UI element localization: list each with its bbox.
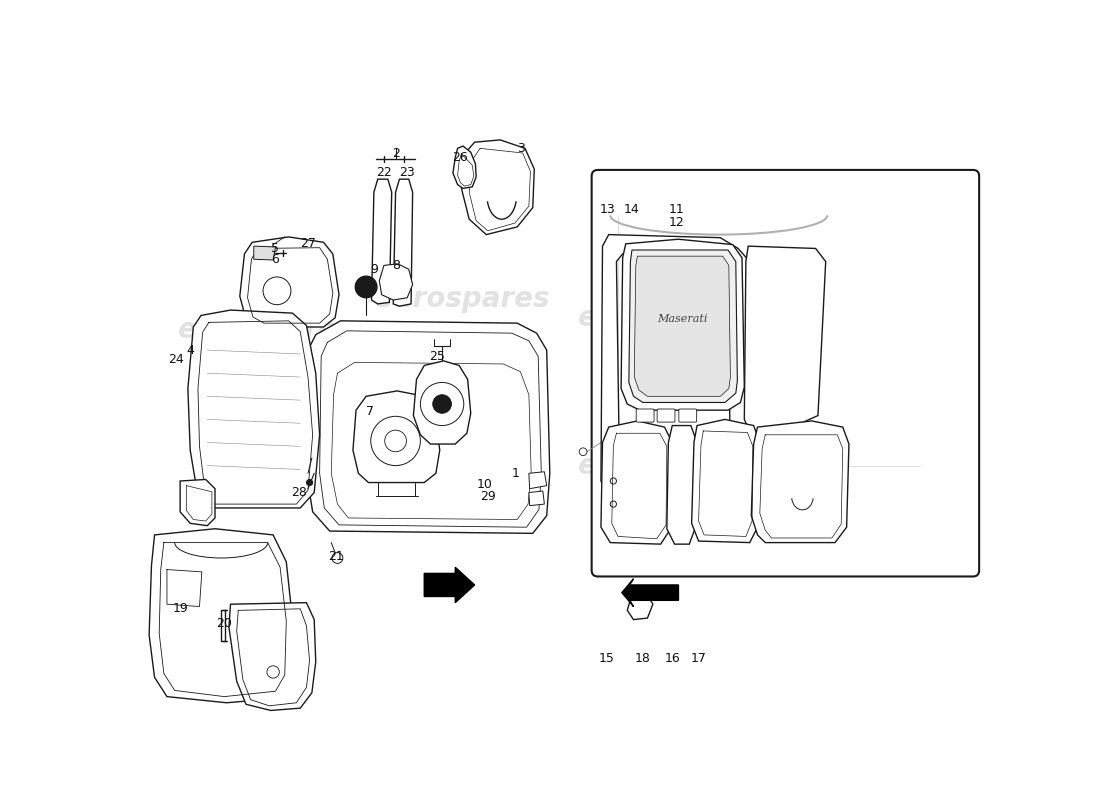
Text: 8: 8 [393,259,400,272]
Polygon shape [425,567,474,602]
Polygon shape [751,421,849,542]
FancyBboxPatch shape [679,409,696,422]
Text: eurospares: eurospares [374,286,549,314]
Polygon shape [254,246,275,260]
Text: 1: 1 [512,467,519,480]
Polygon shape [353,391,440,482]
FancyBboxPatch shape [657,409,675,422]
Text: eurospares: eurospares [579,304,754,332]
Polygon shape [180,479,214,526]
Text: 5: 5 [272,242,279,255]
Text: 27: 27 [300,238,316,250]
Text: 15: 15 [598,651,614,665]
Text: 18: 18 [635,651,651,665]
Text: 14: 14 [624,202,640,216]
Text: 4: 4 [186,344,194,357]
Polygon shape [462,140,535,234]
Text: 24: 24 [168,353,184,366]
Text: 13: 13 [600,202,615,216]
Polygon shape [453,146,476,188]
Text: 2: 2 [393,147,400,160]
Text: eurospares: eurospares [374,433,549,461]
Text: 9: 9 [370,262,377,276]
Text: 12: 12 [669,216,685,229]
Text: Maserati: Maserati [657,314,707,324]
Polygon shape [150,529,293,702]
Text: 10: 10 [476,478,493,491]
Text: eurospares: eurospares [177,316,353,344]
Text: 23: 23 [399,166,415,179]
Polygon shape [394,179,412,306]
Text: 7: 7 [366,405,374,418]
Polygon shape [379,264,412,300]
Polygon shape [745,246,826,435]
Polygon shape [635,256,730,396]
Circle shape [432,394,451,414]
Polygon shape [692,419,760,542]
Polygon shape [414,361,471,444]
Text: 26: 26 [452,151,468,164]
Text: 25: 25 [429,350,446,362]
Polygon shape [601,421,672,544]
Text: eurospares: eurospares [579,451,754,480]
Text: 11: 11 [669,203,685,217]
FancyBboxPatch shape [636,409,654,422]
Polygon shape [621,239,745,410]
Polygon shape [372,179,392,304]
Polygon shape [229,602,316,710]
Polygon shape [188,310,320,508]
Circle shape [362,282,371,291]
Polygon shape [667,426,697,544]
Text: 22: 22 [376,166,392,179]
Text: 29: 29 [480,490,496,503]
Text: 28: 28 [290,486,307,499]
Text: 17: 17 [691,651,706,665]
Circle shape [307,479,312,486]
Text: 21: 21 [328,550,344,563]
Text: 16: 16 [664,651,680,665]
Text: 3: 3 [517,142,525,155]
Polygon shape [307,321,550,534]
Polygon shape [601,234,750,508]
Text: 19: 19 [173,602,188,614]
Polygon shape [629,250,737,402]
Polygon shape [529,472,547,489]
Polygon shape [627,595,653,619]
FancyBboxPatch shape [592,170,979,577]
Text: 6: 6 [272,253,279,266]
Text: 20: 20 [217,617,232,630]
Polygon shape [240,237,339,327]
Circle shape [355,276,377,298]
Polygon shape [529,491,544,506]
Polygon shape [621,578,679,606]
